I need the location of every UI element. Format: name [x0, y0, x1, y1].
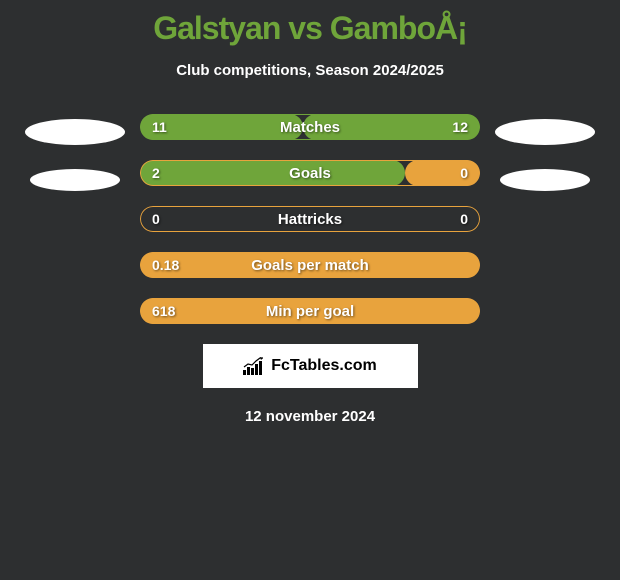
player-left-column	[20, 114, 130, 191]
stat-left-value: 618	[152, 303, 175, 319]
logo-box[interactable]: FcTables.com	[203, 344, 418, 388]
stat-left-value: 0.18	[152, 257, 179, 273]
stat-label: Min per goal	[266, 303, 354, 320]
player-right-ellipse-1	[495, 119, 595, 145]
stat-right-value: 12	[452, 119, 468, 135]
logo-text: FcTables.com	[271, 357, 377, 375]
date-label: 12 november 2024	[245, 408, 375, 425]
page-title: Galstyan vs GamboÅ¡	[153, 10, 467, 47]
player-right-column	[490, 114, 600, 191]
subtitle: Club competitions, Season 2024/2025	[176, 62, 444, 79]
stat-bar: 0 Hattricks 0	[140, 206, 480, 232]
player-right-ellipse-2	[500, 169, 590, 191]
stat-right-value: 0	[460, 211, 468, 227]
stat-bar: 11 Matches 12	[140, 114, 480, 140]
player-left-ellipse-1	[25, 119, 125, 145]
stat-left-value: 0	[152, 211, 160, 227]
stat-label: Matches	[280, 119, 340, 136]
stat-bar: 618 Min per goal	[140, 298, 480, 324]
stat-label: Hattricks	[278, 211, 342, 228]
stat-left-value: 2	[152, 165, 160, 181]
stat-label: Goals per match	[251, 257, 369, 274]
stat-bar: 0.18 Goals per match	[140, 252, 480, 278]
player-left-ellipse-2	[30, 169, 120, 191]
stat-label: Goals	[289, 165, 331, 182]
stat-left-value: 11	[152, 119, 167, 135]
stat-bar: 2 Goals 0	[140, 160, 480, 186]
fctables-logo-icon	[243, 357, 265, 375]
comparison-area: 11 Matches 12 2 Goals 0 0 Hattricks 0 0.18 Goals p…	[0, 114, 620, 324]
stats-column: 11 Matches 12 2 Goals 0 0 Hattricks 0 0.18 Goals p…	[140, 114, 480, 324]
stat-right-value: 0	[460, 165, 468, 181]
